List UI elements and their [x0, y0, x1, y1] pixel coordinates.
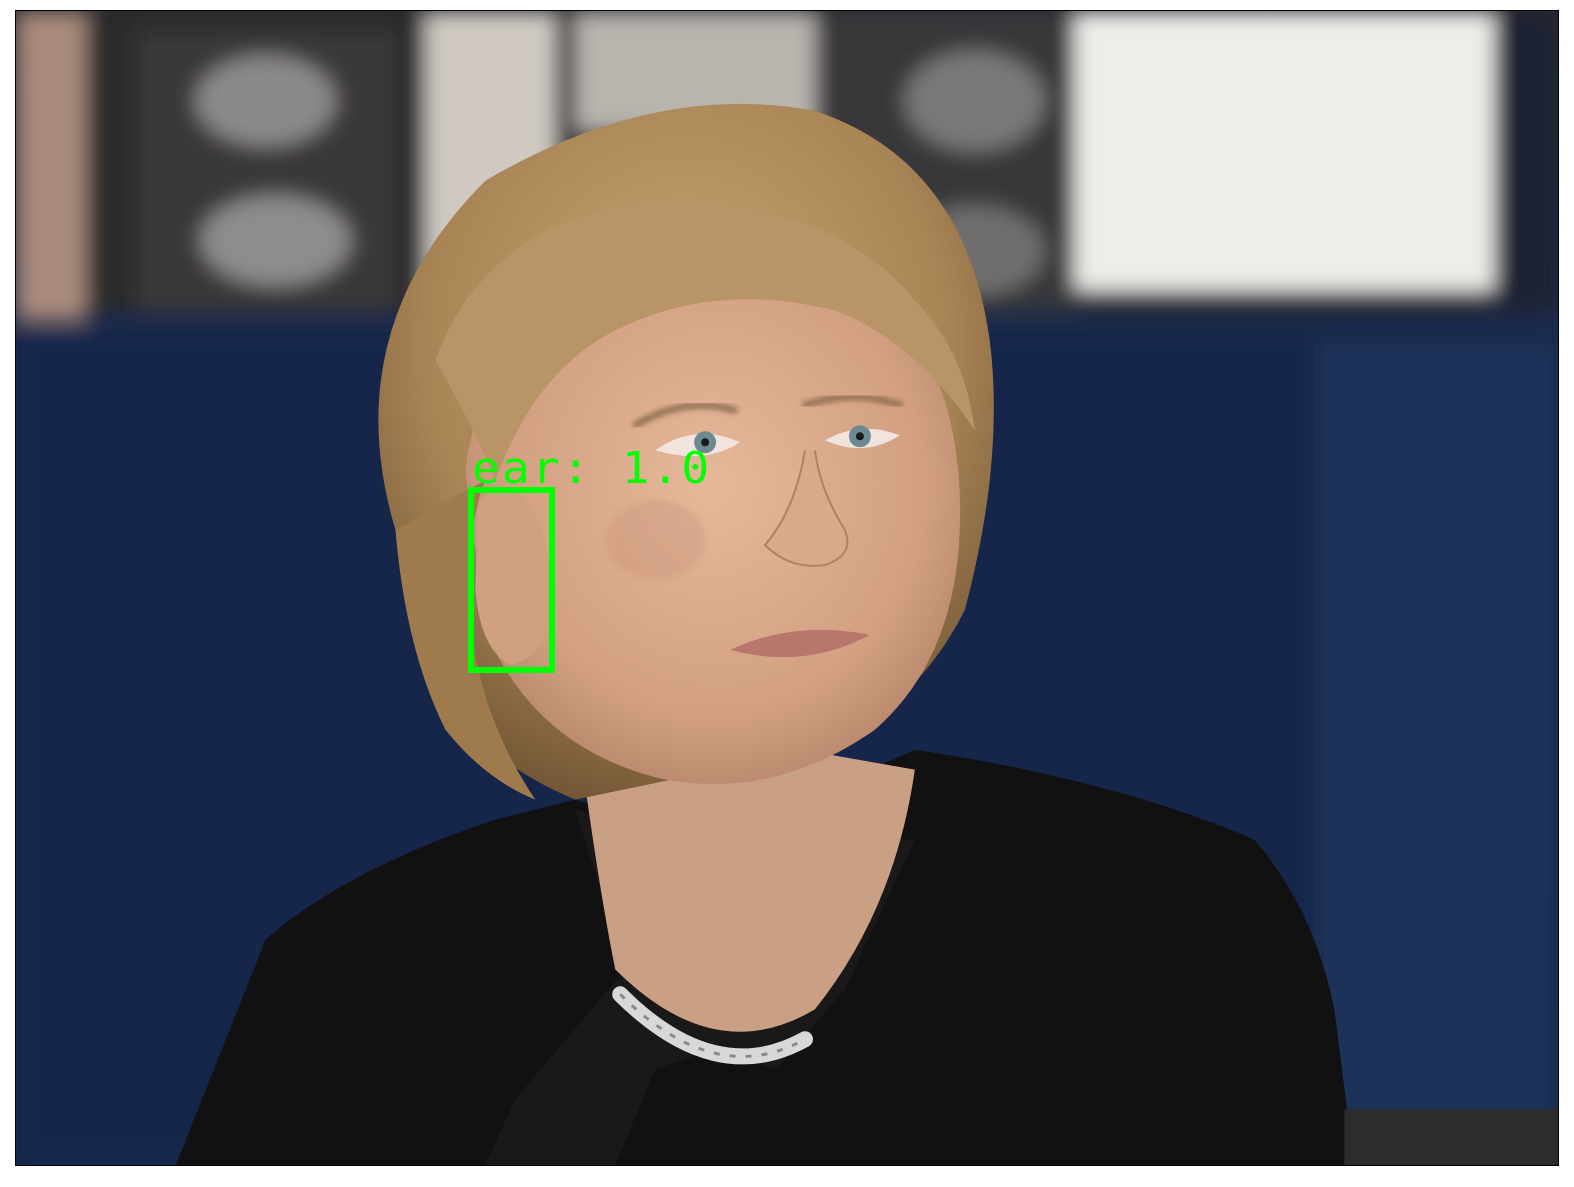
hair-fringe	[435, 200, 975, 481]
left-eye	[655, 431, 741, 457]
chair-back	[1344, 1109, 1558, 1165]
nose	[763, 450, 849, 567]
neck	[575, 709, 915, 1032]
figure-frame: ear: 1.0	[15, 10, 1559, 1166]
cheek	[605, 500, 706, 581]
right-eyebrow	[801, 393, 903, 409]
mouth	[730, 629, 870, 658]
right-eye	[824, 425, 900, 449]
photo-scene	[16, 11, 1558, 1165]
ear	[475, 490, 551, 665]
detection-bounding-box	[468, 487, 555, 673]
left-eyebrow	[632, 402, 739, 429]
detection-label: ear: 1.0	[472, 443, 712, 494]
necklace	[612, 986, 813, 1065]
hair-side	[395, 480, 536, 800]
